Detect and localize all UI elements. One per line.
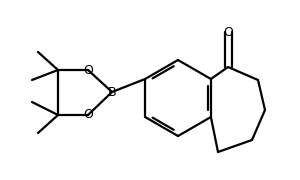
- Text: O: O: [223, 26, 233, 39]
- Text: O: O: [83, 109, 93, 122]
- Text: B: B: [108, 86, 116, 98]
- Text: O: O: [83, 64, 93, 76]
